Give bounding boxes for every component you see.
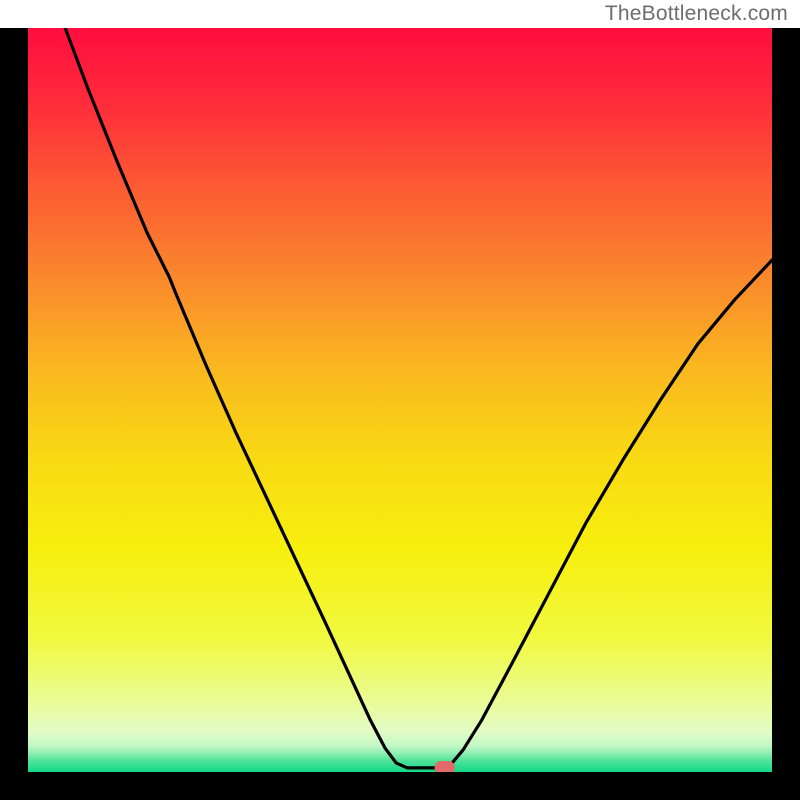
bottleneck-chart — [0, 0, 800, 800]
frame-bottom — [0, 772, 800, 800]
attribution-text: TheBottleneck.com — [605, 2, 788, 26]
frame-right — [772, 28, 800, 800]
frame-left — [0, 28, 28, 800]
chart-root: TheBottleneck.com — [0, 0, 800, 800]
